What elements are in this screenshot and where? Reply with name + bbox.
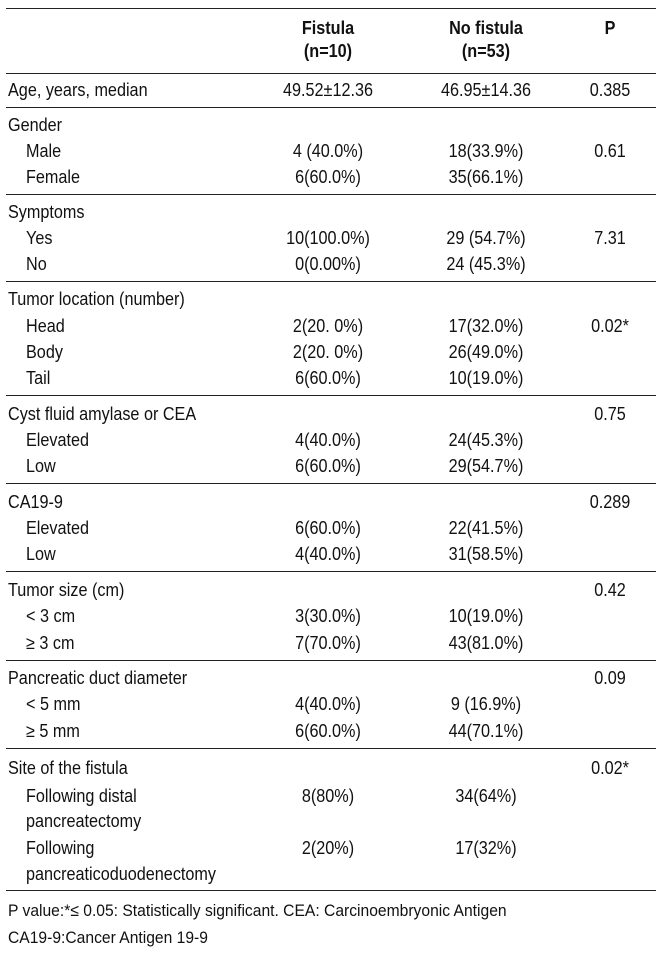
row-label-continued: pancreaticoduodenectomy — [26, 864, 217, 884]
group-label: CA19-9 — [8, 492, 63, 512]
row-label: Female — [26, 167, 81, 187]
cell-fistula: 6(60.0%) — [295, 368, 361, 388]
cell-fistula: 6(60.0%) — [295, 721, 361, 741]
cell-fistula: 7(70.0%) — [295, 633, 361, 653]
row-divider — [6, 281, 656, 282]
row-label: Elevated — [26, 518, 90, 538]
cell-fistula: 6(60.0%) — [295, 167, 361, 187]
row-divider — [6, 748, 656, 749]
cell-fistula: 6(60.0%) — [295, 456, 361, 476]
row-label: Head — [26, 316, 65, 336]
cell-no-fistula: 26(49.0%) — [448, 342, 524, 362]
row-label: Elevated — [26, 430, 90, 450]
cell-no-fistula: 29(54.7%) — [448, 456, 524, 476]
row-divider — [6, 571, 656, 572]
cell-no-fistula: 18(33.9%) — [448, 141, 524, 161]
cell-no-fistula: 17(32.0%) — [448, 316, 524, 336]
cell-fistula: 4(40.0%) — [295, 544, 361, 564]
row-label: Following — [26, 838, 95, 858]
row-label: Following distal — [26, 786, 137, 806]
cell-fistula: 3(30.0%) — [295, 606, 361, 626]
cell-p: 0.75 — [594, 404, 626, 424]
group-label: Pancreatic duct diameter — [8, 668, 188, 688]
cell-no-fistula: 10(19.0%) — [448, 606, 524, 626]
row-label-continued: pancreatectomy — [26, 811, 142, 831]
footnote-line-2: CA19-9:Cancer Antigen 19-9 — [8, 928, 208, 947]
header-bottom-rule — [6, 73, 656, 74]
cell-no-fistula: 10(19.0%) — [448, 368, 524, 388]
header-p: P — [604, 18, 616, 38]
row-label: ≥ 3 cm — [26, 633, 75, 653]
header-no-fistula-n: (n=53) — [461, 41, 511, 61]
row-divider — [6, 395, 656, 396]
header-no-fistula: No fistula (n=53) — [423, 17, 549, 63]
cell-no-fistula: 43(81.0%) — [448, 633, 524, 653]
row-label: Male — [26, 141, 62, 161]
cell-p: 0.02* — [591, 316, 629, 336]
cell-fistula: 2(20%) — [301, 838, 355, 858]
group-label: Tumor location (number) — [8, 289, 185, 309]
row-divider — [6, 483, 656, 484]
cell-p: 0.09 — [594, 668, 626, 688]
cell-p: 0.289 — [589, 492, 631, 512]
cell-fistula: 10(100.0%) — [286, 228, 370, 248]
cell-fistula: 2(20. 0%) — [292, 316, 364, 336]
row-label: Age, years, median — [8, 80, 148, 100]
table-top-rule — [6, 8, 656, 9]
row-label: Low — [26, 456, 56, 476]
header-fistula-label: Fistula — [301, 18, 355, 38]
cell-no-fistula: 24 (45.3%) — [446, 254, 526, 274]
header-fistula-n: (n=10) — [303, 41, 353, 61]
cell-fistula: 49.52±12.36 — [283, 80, 373, 100]
cell-no-fistula: 29 (54.7%) — [446, 228, 526, 248]
header-fistula: Fistula (n=10) — [274, 17, 382, 63]
cell-no-fistula: 44(70.1%) — [448, 721, 524, 741]
row-label: Low — [26, 544, 56, 564]
row-divider — [6, 194, 656, 195]
cell-fistula: 2(20. 0%) — [292, 342, 364, 362]
cell-no-fistula: 22(41.5%) — [448, 518, 524, 538]
row-divider — [6, 107, 656, 108]
cell-p: 0.42 — [594, 580, 626, 600]
cell-fistula: 8(80%) — [301, 786, 355, 806]
group-label: Gender — [8, 115, 63, 135]
cell-p: 7.31 — [594, 228, 626, 248]
cell-no-fistula: 24(45.3%) — [448, 430, 524, 450]
group-label: Symptoms — [8, 202, 85, 222]
row-label: Body — [26, 342, 63, 362]
group-label: Cyst fluid amylase or CEA — [8, 404, 197, 424]
cell-p: 0.02* — [591, 758, 629, 778]
group-label: Tumor size (cm) — [8, 580, 125, 600]
row-label: No — [26, 254, 47, 274]
cell-no-fistula: 46.95±14.36 — [441, 80, 531, 100]
cell-p: 0.61 — [594, 141, 626, 161]
cell-fistula: 4 (40.0%) — [292, 141, 364, 161]
cell-fistula: 4(40.0%) — [295, 430, 361, 450]
cell-no-fistula: 17(32%) — [455, 838, 517, 858]
cell-no-fistula: 34(64%) — [455, 786, 517, 806]
cell-fistula: 4(40.0%) — [295, 694, 361, 714]
cell-no-fistula: 9 (16.9%) — [450, 694, 522, 714]
row-label: Yes — [26, 228, 53, 248]
row-label: ≥ 5 mm — [26, 721, 80, 741]
row-label: < 3 cm — [26, 606, 76, 626]
row-label: < 5 mm — [26, 694, 81, 714]
header-no-fistula-label: No fistula — [449, 18, 523, 38]
cell-no-fistula: 35(66.1%) — [448, 167, 524, 187]
row-label: Tail — [26, 368, 51, 388]
row-divider — [6, 660, 656, 661]
footnote-line-1: P value:*≤ 0.05: Statistically significa… — [8, 901, 507, 920]
group-label: Site of the fistula — [8, 758, 128, 778]
cell-p: 0.385 — [589, 80, 631, 100]
cell-no-fistula: 31(58.5%) — [448, 544, 524, 564]
table-bottom-rule — [6, 890, 656, 891]
cell-fistula: 6(60.0%) — [295, 518, 361, 538]
cell-fistula: 0(0.00%) — [295, 254, 361, 274]
